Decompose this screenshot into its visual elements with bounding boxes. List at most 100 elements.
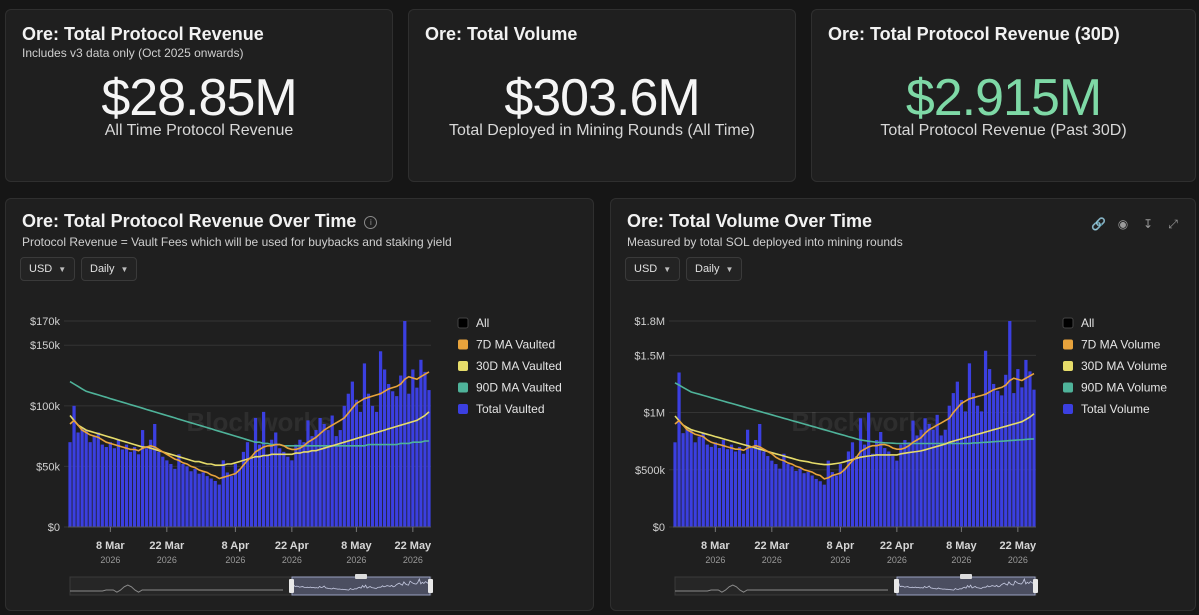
- kpi-value: $2.915M: [905, 69, 1102, 127]
- range-handle-right[interactable]: [1033, 579, 1038, 593]
- bar: [314, 430, 318, 527]
- chart-title: Ore: Total Protocol Revenue Over Time i: [22, 211, 378, 232]
- kpi-value: $303.6M: [504, 69, 700, 127]
- bar: [157, 451, 161, 527]
- bar: [310, 436, 314, 527]
- x-tick-year: 2026: [282, 555, 302, 565]
- bar: [233, 463, 237, 527]
- currency-select[interactable]: USD ▼: [20, 257, 76, 281]
- chart-card-revenue: Ore: Total Protocol Revenue Over Time i P…: [5, 198, 594, 611]
- bar: [746, 429, 750, 527]
- bar: [302, 442, 306, 527]
- bar: [358, 411, 363, 527]
- chart-subtitle: Protocol Revenue = Vault Fees which will…: [22, 235, 452, 249]
- revenue-chart: $0 $50k $100k $150k $170k Blockworks 8 Mar 2026…: [30, 316, 562, 596]
- bar: [76, 432, 80, 527]
- bar: [378, 351, 383, 527]
- bar: [427, 390, 431, 527]
- chevron-down-icon: ▼: [725, 265, 734, 274]
- chart-title: Ore: Total Volume Over Time: [627, 211, 872, 232]
- range-handle-right[interactable]: [428, 579, 433, 593]
- bar: [883, 448, 887, 527]
- bar: [169, 463, 173, 527]
- bar: [132, 447, 137, 527]
- legend-item: 30D MA Volume: [1081, 359, 1167, 373]
- bar: [253, 417, 258, 527]
- bar: [88, 442, 92, 527]
- bar: [419, 359, 423, 527]
- bar: [754, 440, 758, 527]
- x-tick-label: 8 Apr: [222, 540, 250, 552]
- bar: [282, 451, 286, 527]
- currency-select-value: USD: [29, 263, 53, 275]
- bar: [298, 439, 302, 527]
- bar: [128, 451, 133, 527]
- bar: [92, 436, 96, 527]
- bar: [971, 393, 976, 527]
- bar: [959, 399, 963, 527]
- kpi-label: Total Deployed in Mining Rounds (All Tim…: [449, 122, 755, 139]
- range-slider-selection: [896, 576, 1036, 596]
- bar: [725, 449, 730, 527]
- bar: [108, 442, 112, 527]
- bar: [709, 446, 713, 527]
- bar: [274, 432, 278, 527]
- range-handle-left[interactable]: [894, 579, 899, 593]
- bar: [782, 453, 786, 527]
- kpi-title: Ore: Total Protocol Revenue: [22, 24, 264, 44]
- kpi-label: All Time Protocol Revenue: [104, 122, 294, 139]
- x-tick-year: 2026: [157, 555, 177, 565]
- bar: [762, 451, 766, 527]
- interval-select[interactable]: Daily ▼: [81, 257, 138, 281]
- bar: [262, 411, 266, 527]
- chevron-down-icon: ▼: [120, 265, 129, 274]
- range-slider-selection: [291, 576, 431, 596]
- range-handle-left[interactable]: [289, 579, 294, 593]
- bar: [875, 440, 879, 527]
- link-icon[interactable]: 🔗: [1091, 217, 1106, 231]
- expand-icon[interactable]: ⤢: [1168, 217, 1178, 231]
- bar: [266, 454, 270, 527]
- bar: [814, 478, 818, 527]
- legend-item: 90D MA Vaulted: [476, 381, 562, 395]
- bar: [996, 390, 1000, 527]
- camera-icon[interactable]: ◉: [1117, 217, 1129, 231]
- bar: [294, 444, 298, 527]
- x-tick-year: 2026: [346, 555, 366, 565]
- y-tick-label: $50k: [36, 461, 60, 473]
- x-tick-label: 8 Mar: [96, 540, 125, 552]
- bar: [850, 442, 855, 527]
- info-icon[interactable]: i: [364, 216, 378, 229]
- legend-swatch: [457, 317, 469, 329]
- kpi-value: $28.85M: [101, 69, 297, 127]
- bar: [374, 411, 379, 527]
- bar: [221, 460, 225, 527]
- series-line: [69, 371, 430, 480]
- legend-item: 30D MA Vaulted: [476, 359, 562, 373]
- bar: [330, 415, 334, 527]
- bar: [217, 484, 221, 527]
- bar: [967, 363, 972, 527]
- bar: [1016, 369, 1020, 527]
- interval-select[interactable]: Daily ▼: [686, 257, 743, 281]
- bar: [290, 460, 294, 527]
- bar: [326, 430, 330, 527]
- watermark: Blockworks: [187, 407, 333, 437]
- range-slider-selection-line: [896, 577, 1034, 591]
- bar: [895, 460, 899, 527]
- chart-card-volume: Ore: Total Volume Over Time Measured by …: [610, 198, 1196, 611]
- bar: [257, 444, 262, 527]
- bar: [241, 451, 246, 527]
- download-icon[interactable]: ↧: [1142, 217, 1154, 231]
- bar: [919, 429, 923, 527]
- bar: [334, 436, 338, 527]
- range-slider-grip[interactable]: [355, 574, 367, 579]
- range-slider-grip[interactable]: [960, 574, 972, 579]
- bar: [750, 448, 754, 527]
- legend-item: All: [1081, 316, 1094, 330]
- bar: [681, 433, 685, 527]
- currency-select[interactable]: USD ▼: [625, 257, 681, 281]
- x-tick-label: 8 Apr: [827, 540, 855, 552]
- x-tick-year: 2026: [705, 555, 725, 565]
- x-tick-year: 2026: [951, 555, 971, 565]
